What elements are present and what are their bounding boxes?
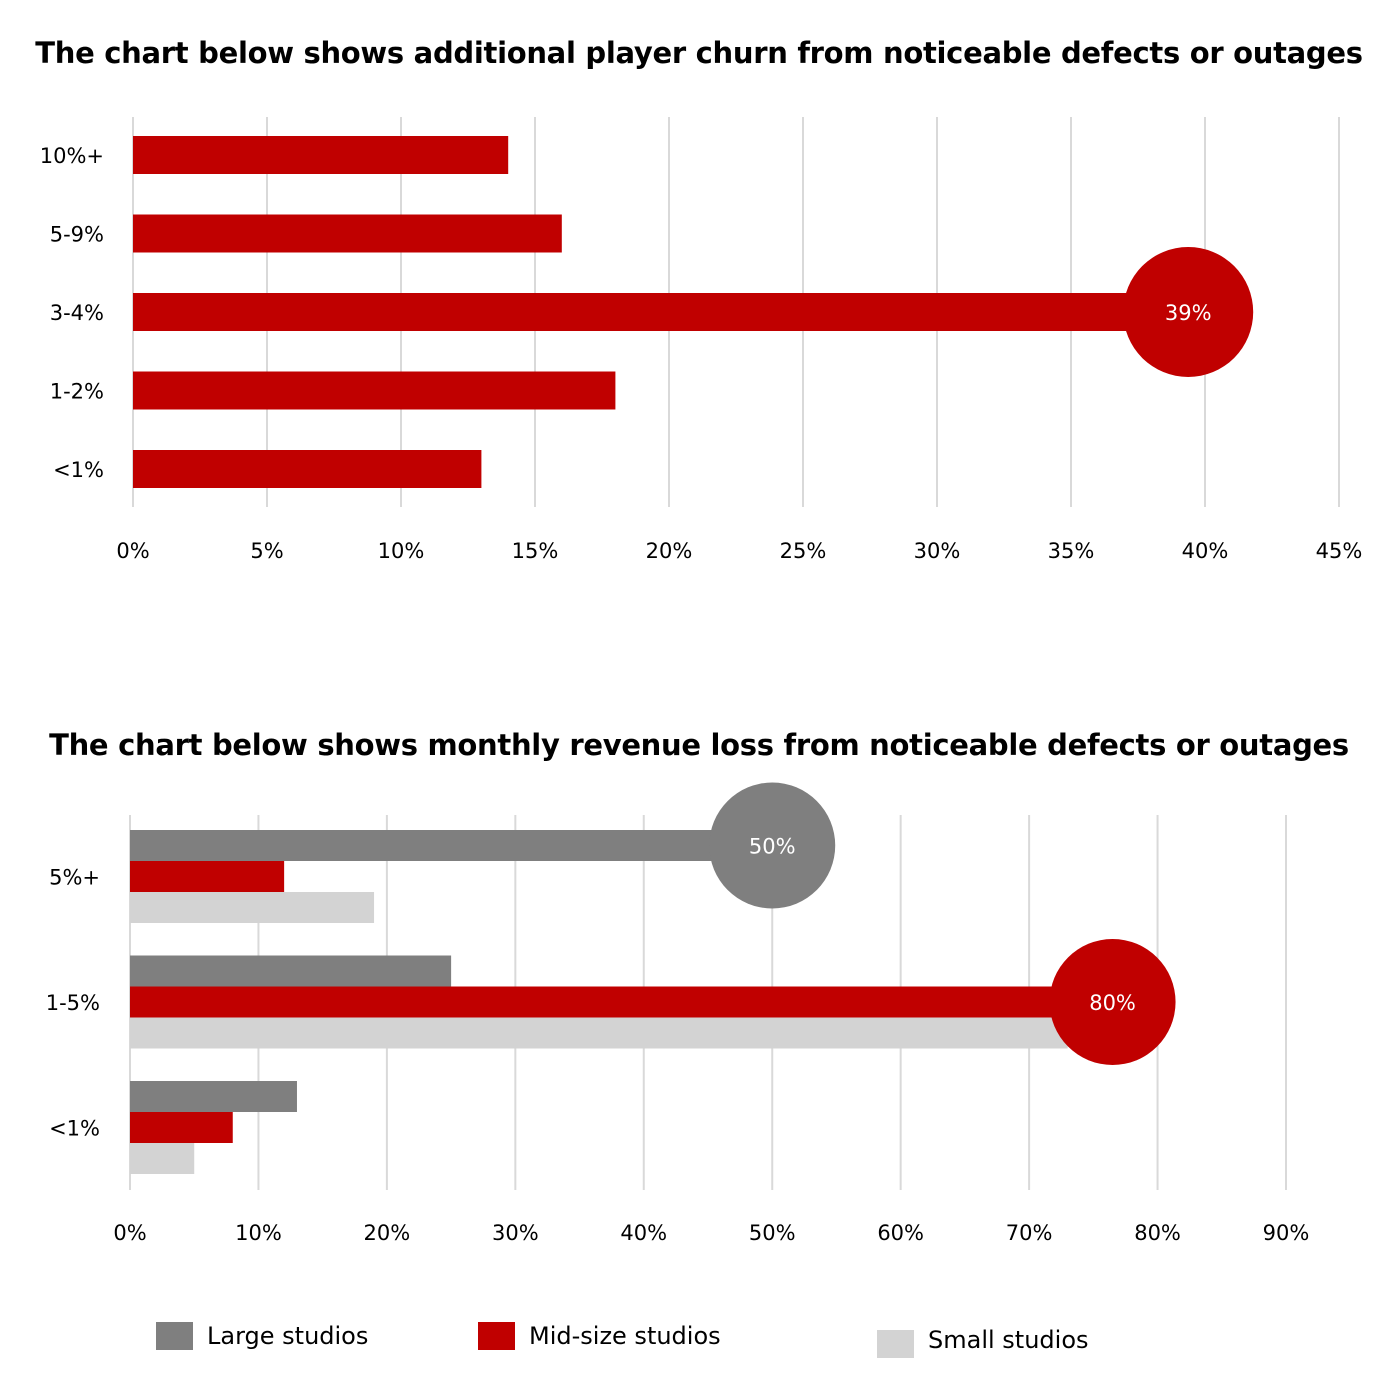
- bar-small-studios-1-5: [130, 1017, 1068, 1049]
- legend-swatch-mid: [478, 1322, 515, 1350]
- x-tick-label: 20%: [364, 1221, 411, 1245]
- x-tick-label: 60%: [877, 1221, 924, 1245]
- x-tick-label: 80%: [1134, 1221, 1181, 1245]
- highlight-bubble-label: 50%: [749, 835, 796, 859]
- highlight-bubble: [709, 782, 836, 909]
- highlight-bubble-label: 80%: [1089, 991, 1136, 1015]
- x-tick-label: 40%: [1182, 539, 1229, 563]
- x-tick-label: 30%: [914, 539, 961, 563]
- bar-large-studios-1: [130, 1081, 297, 1112]
- legend: Large studios Mid-size studios Small stu…: [0, 1322, 1398, 1362]
- x-tick-label: 20%: [646, 539, 693, 563]
- legend-label-small: Small studios: [928, 1326, 1089, 1354]
- legend-item-large: Large studios: [156, 1322, 368, 1350]
- x-tick-label: 70%: [1006, 1221, 1053, 1245]
- bar-large-studios-5: [130, 830, 773, 861]
- x-tick-label: 40%: [620, 1221, 667, 1245]
- category-label: <1%: [53, 458, 104, 482]
- x-tick-label: 10%: [378, 539, 425, 563]
- bar-5-9: [133, 214, 562, 253]
- bar-10: [133, 136, 509, 174]
- player-churn-chart: 0% 5% 10% 15% 20% 25% 30% 35% 40% 45% 10%+ 5-9% 3-4%…: [40, 117, 1363, 563]
- legend-label-large: Large studios: [207, 1322, 369, 1350]
- bar-small-studios-5: [130, 892, 375, 923]
- bar-1-2: [133, 371, 616, 410]
- chart-title-revenue-loss: The chart below shows monthly revenue lo…: [49, 728, 1349, 762]
- highlight-bubble-label: 39%: [1165, 301, 1212, 325]
- highlight-bubble: [1123, 247, 1254, 377]
- x-tick-label: 90%: [1263, 1221, 1310, 1245]
- category-label: <1%: [49, 1117, 100, 1141]
- x-tick-label: 30%: [492, 1221, 539, 1245]
- legend-swatch-small: [877, 1330, 914, 1358]
- legend-item-mid: Mid-size studios: [478, 1322, 721, 1350]
- bar-3-4: [133, 293, 1179, 331]
- bar-1: [133, 450, 482, 488]
- bar-mid-size-studios-1-5: [130, 986, 1158, 1018]
- bar-large-studios-1-5: [130, 955, 452, 987]
- bar-mid-size-studios-1: [130, 1112, 233, 1143]
- legend-item-small: Small studios: [877, 1322, 1089, 1358]
- x-tick-label: 15%: [512, 539, 559, 563]
- category-label: 10%+: [40, 144, 104, 168]
- highlight-bubble: [1049, 939, 1176, 1065]
- x-tick-label: 25%: [780, 539, 827, 563]
- bar-mid-size-studios-5: [130, 861, 285, 892]
- x-tick-label: 10%: [235, 1221, 282, 1245]
- legend-swatch-large: [156, 1322, 193, 1350]
- category-label: 5-9%: [50, 223, 104, 247]
- legend-label-mid: Mid-size studios: [529, 1322, 721, 1350]
- revenue-loss-chart: 0% 10% 20% 30% 40% 50% 60% 70% 80% 90% 5%+ 1-5% <1% 5…: [46, 782, 1310, 1245]
- chart-title-player-churn: The chart below shows additional player …: [35, 36, 1363, 70]
- category-label: 1-2%: [50, 380, 104, 404]
- category-label: 1-5%: [46, 991, 100, 1015]
- bar-small-studios-1: [130, 1143, 195, 1174]
- x-tick-label: 0%: [116, 539, 149, 563]
- x-tick-label: 5%: [250, 539, 283, 563]
- x-tick-label: 50%: [749, 1221, 796, 1245]
- category-label: 5%+: [49, 866, 100, 890]
- category-label: 3-4%: [50, 301, 104, 325]
- x-tick-label: 0%: [113, 1221, 146, 1245]
- x-tick-label: 45%: [1316, 539, 1363, 563]
- x-tick-label: 35%: [1048, 539, 1095, 563]
